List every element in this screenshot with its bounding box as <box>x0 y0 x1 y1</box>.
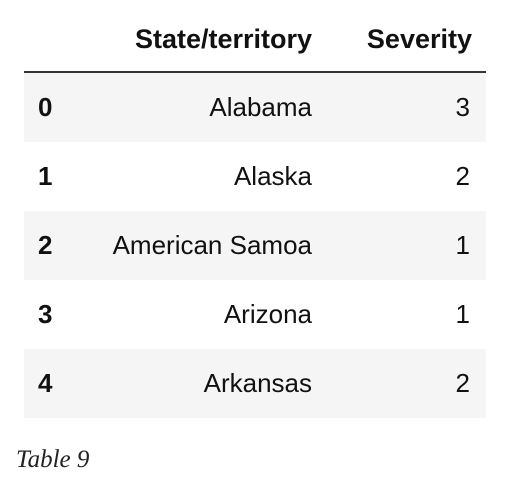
severity-cell: 3 <box>328 72 486 142</box>
state-cell: Alaska <box>233 161 312 191</box>
table-row: 3 Arizona 1 <box>24 280 486 349</box>
table-row: 1 Alaska 2 <box>24 142 486 211</box>
table-caption: Table 9 <box>16 446 90 473</box>
severity-cell: 2 <box>328 349 486 418</box>
header-index <box>24 8 74 73</box>
data-table: State/territory Severity 0 Alabama 3 1 A… <box>24 8 486 418</box>
table-header-row: State/territory Severity <box>24 8 486 73</box>
state-cell: Alabama <box>74 72 328 142</box>
severity-cell: 1 <box>455 299 470 329</box>
state-cell: American Samoa <box>74 211 328 280</box>
data-table-container: State/territory Severity 0 Alabama 3 1 A… <box>24 8 486 418</box>
row-index: 4 <box>24 349 74 418</box>
header-state-territory: State/territory <box>74 8 328 73</box>
table-row: 0 Alabama 3 <box>24 72 486 142</box>
table-row: 2 American Samoa 1 <box>24 211 486 280</box>
severity-cell: 2 <box>455 161 470 191</box>
state-cell: Arkansas <box>74 349 328 418</box>
row-index: 3 <box>38 299 53 329</box>
row-index: 1 <box>38 161 53 191</box>
table-row: 4 Arkansas 2 <box>24 349 486 418</box>
state-cell: Arizona <box>223 299 312 329</box>
row-index: 2 <box>24 211 74 280</box>
header-severity: Severity <box>328 8 486 73</box>
severity-cell: 1 <box>328 211 486 280</box>
row-index: 0 <box>24 72 74 142</box>
